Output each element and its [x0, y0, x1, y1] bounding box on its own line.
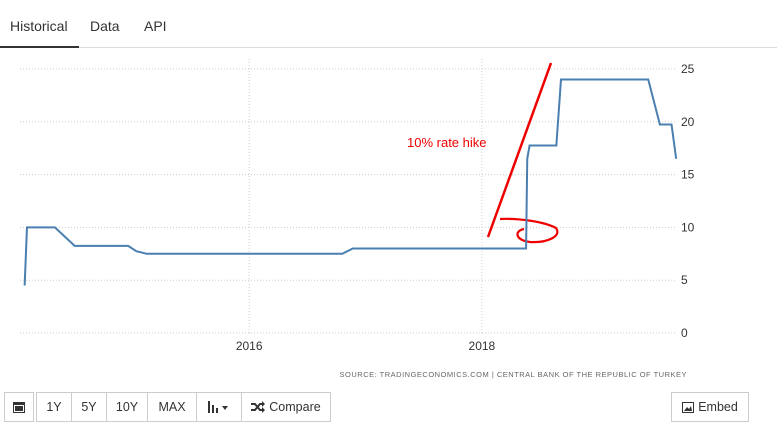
range-button[interactable]: 5Y [71, 392, 107, 422]
shuffle-icon [251, 401, 266, 413]
annotation-stroke [486, 62, 553, 238]
y-tick-label: 15 [681, 168, 695, 182]
y-tick-label: 10 [681, 220, 695, 234]
range-button[interactable]: MAX [147, 392, 197, 422]
compare-button[interactable]: Compare [241, 392, 331, 422]
embed-button[interactable]: Embed [671, 392, 749, 422]
y-tick-label: 5 [681, 273, 688, 287]
chart-type-button[interactable] [196, 392, 242, 422]
tab[interactable]: Data [90, 18, 120, 34]
chart: 10% rate hike SOURCE: TRADINGECONOMICS.C… [20, 59, 695, 379]
range-button[interactable]: 1Y [36, 392, 72, 422]
tab[interactable]: Historical [10, 18, 68, 34]
image-icon [682, 401, 695, 413]
tab-divider [0, 47, 777, 48]
button-label: Compare [269, 400, 321, 414]
annotation: 10% rate hike [407, 135, 487, 150]
calendar-icon [13, 402, 25, 413]
x-tick-label: 2018 [469, 339, 496, 353]
source: SOURCE: TRADINGECONOMICS.COM | CENTRAL B… [340, 370, 687, 379]
y-tick-label: 20 [681, 115, 695, 129]
chart-type-icon [208, 401, 228, 413]
range-button[interactable]: 10Y [106, 392, 148, 422]
calendar-button[interactable] [4, 392, 34, 422]
active-tab-underline [0, 46, 79, 48]
y-tick-label: 0 [681, 326, 688, 340]
x-tick-label: 2016 [236, 339, 263, 353]
tab[interactable]: API [144, 18, 167, 34]
annotation-circle [499, 217, 559, 244]
line-series [23, 78, 678, 286]
button-label: Embed [698, 400, 738, 414]
y-tick-label: 25 [681, 62, 695, 76]
